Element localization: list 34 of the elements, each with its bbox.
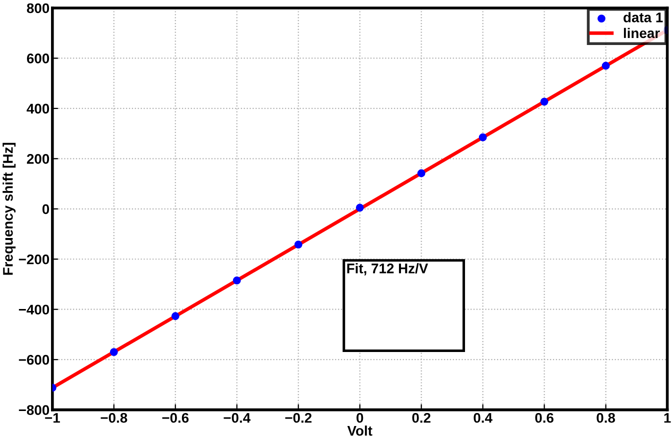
x-axis-title: Volt: [347, 426, 372, 436]
point: [478, 133, 487, 142]
point: [232, 276, 241, 284]
point: [294, 240, 302, 249]
x-tick-label: −0.8: [100, 412, 128, 423]
y-tick-label: −600: [18, 354, 50, 365]
x-tick-label: −0.4: [224, 412, 251, 423]
x-tick-label: 0: [356, 412, 364, 423]
x-tick-label: 0.8: [596, 412, 616, 423]
point: [356, 204, 364, 212]
x-tick-label: 0.6: [535, 412, 554, 423]
y-tick-label: 400: [26, 104, 50, 114]
x-tick-label: −0.6: [162, 412, 189, 423]
legend-label: linear: [624, 28, 660, 38]
point: [110, 348, 118, 356]
y-axis-title: Frequency shift [Hz]: [2, 142, 16, 275]
legend-label: data 1: [624, 12, 663, 22]
point: [171, 312, 180, 320]
y-tick-label: −400: [18, 304, 50, 315]
x-tick-label: 0.2: [412, 412, 430, 423]
x-tick-label: 0.4: [474, 412, 492, 423]
annotation: Fit, 712 Hz/V: [347, 263, 428, 276]
y-tick-label: 0: [42, 204, 50, 214]
point: [540, 98, 548, 106]
x-tick-label: 1: [664, 413, 671, 423]
y-tick-label: −200: [18, 254, 50, 264]
point: [417, 169, 426, 178]
y-tick-label: −800: [18, 405, 50, 415]
y-tick-label: 800: [26, 3, 50, 14]
x-tick-label: −0.2: [285, 412, 312, 423]
y-tick-label: 200: [26, 154, 50, 164]
x-tick-label: −1: [45, 413, 60, 423]
y-tick-label: 600: [26, 54, 50, 64]
point: [602, 62, 610, 70]
